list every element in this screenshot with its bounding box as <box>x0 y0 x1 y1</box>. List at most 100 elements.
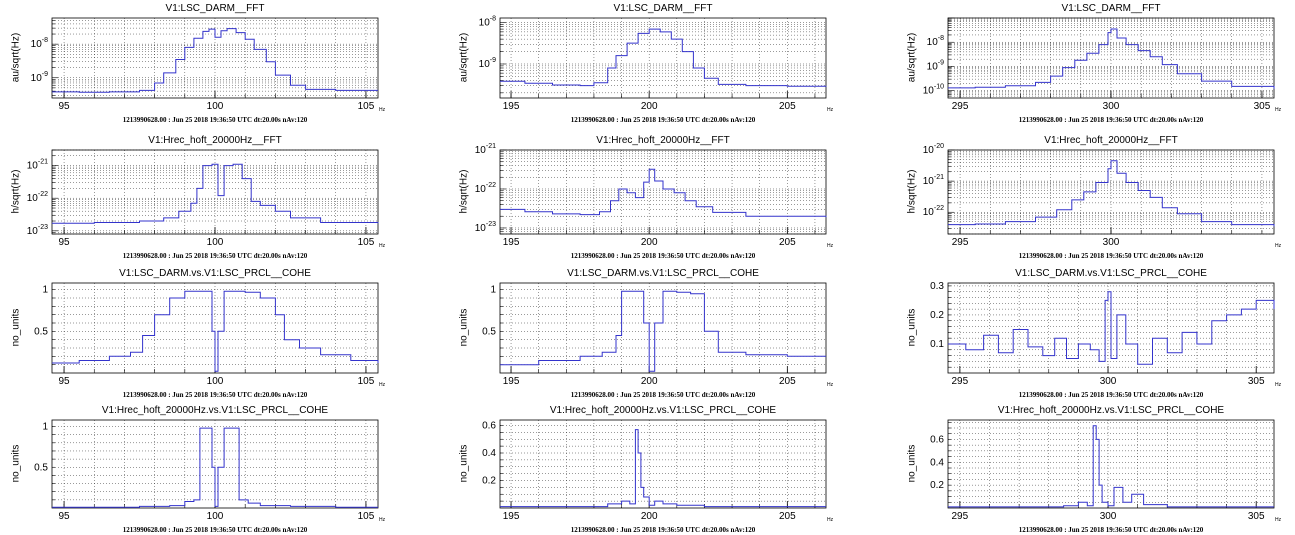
y-tick-label: 0.2 <box>482 476 496 487</box>
x-tick-label: 200 <box>641 511 658 522</box>
x-unit-label: Hz <box>827 517 834 523</box>
chart-footer: 1213990628.00 : Jun 25 2018 19:36:50 UTC… <box>1018 526 1204 534</box>
plot-frame <box>499 282 827 374</box>
x-unit-label: Hz <box>827 243 834 249</box>
plot-area: 195 200 205 Hz 10-9 10-8 <box>479 16 834 113</box>
chart-title: V1:Hrec_hoft_20000Hz.vs.V1:LSC_PRCL__COH… <box>997 405 1225 416</box>
plot-frame <box>947 282 1275 374</box>
y-tick-label: 10-20 <box>923 143 944 156</box>
y-tick-label: 1 <box>42 422 48 433</box>
y-tick-label: 0.4 <box>930 457 944 468</box>
series-line <box>500 429 826 508</box>
plot-area: 295 300 305 Hz 10-10 10-9 10-8 <box>923 17 1282 113</box>
chart-title: V1:LSC_DARM__FFT <box>613 3 713 14</box>
x-tick-label: 295 <box>952 237 969 248</box>
x-tick-label: 105 <box>358 376 375 387</box>
y-tick-label: 10-23 <box>475 221 496 234</box>
series-line <box>52 427 378 508</box>
plot-frame <box>499 149 827 235</box>
series-line <box>52 28 378 93</box>
y-tick-label: 10-21 <box>475 143 496 156</box>
chart-title: V1:LSC_DARM__FFT <box>1061 3 1161 14</box>
x-tick-label: 305 <box>1254 101 1271 112</box>
plot-area: 195 200 205 Hz 10-23 10-22 10-21 <box>475 143 834 249</box>
series-line <box>948 28 1275 89</box>
x-tick-label: 95 <box>59 101 71 112</box>
series-line <box>52 290 379 372</box>
x-unit-label: Hz <box>827 382 834 388</box>
x-tick-label: 105 <box>358 511 375 522</box>
plot-frame <box>499 419 827 509</box>
y-tick-label: 10-8 <box>927 35 944 48</box>
x-tick-label: 300 <box>1100 376 1117 387</box>
y-tick-label: 10-9 <box>31 71 48 84</box>
x-tick-label: 105 <box>358 101 375 112</box>
plot-frame <box>51 282 379 374</box>
x-tick-label: 100 <box>207 511 224 522</box>
x-unit-label: Hz <box>1275 517 1282 523</box>
x-unit-label: Hz <box>1275 107 1282 113</box>
series-line <box>500 28 827 87</box>
chart-footer: 1213990628.00 : Jun 25 2018 19:36:50 UTC… <box>570 116 756 124</box>
plot-area: 95 100 105 Hz 10-23 10-22 10-21 <box>27 149 386 249</box>
x-tick-label: 100 <box>207 376 224 387</box>
x-tick-label: 195 <box>503 511 520 522</box>
x-tick-label: 200 <box>641 376 658 387</box>
y-tick-label: 0.5 <box>34 326 48 337</box>
chart-footer: 1213990628.00 : Jun 25 2018 19:36:50 UTC… <box>122 252 308 260</box>
y-tick-label: 10-22 <box>27 191 48 204</box>
x-tick-label: 205 <box>779 511 796 522</box>
y-tick-label: 10-21 <box>923 174 944 187</box>
chart-footer: 1213990628.00 : Jun 25 2018 19:36:50 UTC… <box>122 116 308 124</box>
chart-footer: 1213990628.00 : Jun 25 2018 19:36:50 UTC… <box>1018 391 1204 399</box>
y-tick-label: 0.2 <box>930 310 944 321</box>
y-tick-label: 10-22 <box>923 205 944 218</box>
y-tick-label: 0.6 <box>930 434 944 445</box>
y-tick-label: 1 <box>42 285 48 296</box>
chart-footer: 1213990628.00 : Jun 25 2018 19:36:50 UTC… <box>122 391 308 399</box>
y-tick-label: 0.5 <box>482 326 496 337</box>
series-line <box>948 291 1275 365</box>
chart-title: V1:LSC_DARM.vs.V1:LSC_PRCL__COHE <box>119 268 311 279</box>
y-tick-label: 10-21 <box>27 159 48 172</box>
x-tick-label: 95 <box>59 376 71 387</box>
x-tick-label: 305 <box>1248 511 1265 522</box>
chart-footer: 1213990628.00 : Jun 25 2018 19:36:50 UTC… <box>570 391 756 399</box>
y-tick-label: 10-23 <box>27 224 48 237</box>
x-tick-label: 295 <box>952 511 969 522</box>
chart-footer: 1213990628.00 : Jun 25 2018 19:36:50 UTC… <box>570 526 756 534</box>
x-unit-label: Hz <box>379 382 386 388</box>
chart-title: V1:LSC_DARM__FFT <box>165 3 265 14</box>
plot-area: 295 300 305 Hz 0.2 0.4 0.6 <box>930 419 1282 523</box>
chart-footer: 1213990628.00 : Jun 25 2018 19:36:50 UTC… <box>1018 252 1204 260</box>
x-tick-label: 205 <box>779 376 796 387</box>
plot-area: 295 300 305 Hz 0.1 0.2 0.3 <box>930 281 1282 388</box>
y-tick-label: 0.2 <box>930 480 944 491</box>
x-tick-label: 200 <box>641 237 658 248</box>
chart-title: V1:Hrec_hoft_20000Hz.vs.V1:LSC_PRCL__COH… <box>549 405 777 416</box>
x-unit-label: Hz <box>379 243 386 249</box>
series-line <box>948 425 1274 508</box>
plot-frame <box>499 17 827 99</box>
y-tick-label: 0.6 <box>482 421 496 432</box>
plot-frame <box>947 149 1275 235</box>
series-line <box>948 160 1275 227</box>
chart-title: V1:LSC_DARM.vs.V1:LSC_PRCL__COHE <box>567 268 759 279</box>
y-tick-label: 10-9 <box>479 57 496 70</box>
chart-title: V1:Hrec_hoft_20000Hz__FFT <box>148 135 282 146</box>
chart-footer: 1213990628.00 : Jun 25 2018 19:36:50 UTC… <box>570 252 756 260</box>
y-tick-label: 10-22 <box>475 182 496 195</box>
plot-area: 295 300 Hz 10-22 10-21 10-20 <box>923 143 1282 249</box>
x-tick-label: 105 <box>358 237 375 248</box>
y-tick-label: 10-9 <box>927 59 944 72</box>
x-tick-label: 205 <box>779 101 796 112</box>
chart-title: V1:Hrec_hoft_20000Hz__FFT <box>1044 135 1178 146</box>
x-tick-label: 95 <box>59 237 71 248</box>
y-tick-label: 0.4 <box>482 448 496 459</box>
x-tick-label: 195 <box>503 101 520 112</box>
chart-title: V1:Hrec_hoft_20000Hz__FFT <box>596 135 730 146</box>
series-line <box>52 163 379 224</box>
plot-frame <box>947 17 1275 99</box>
x-tick-label: 100 <box>207 237 224 248</box>
